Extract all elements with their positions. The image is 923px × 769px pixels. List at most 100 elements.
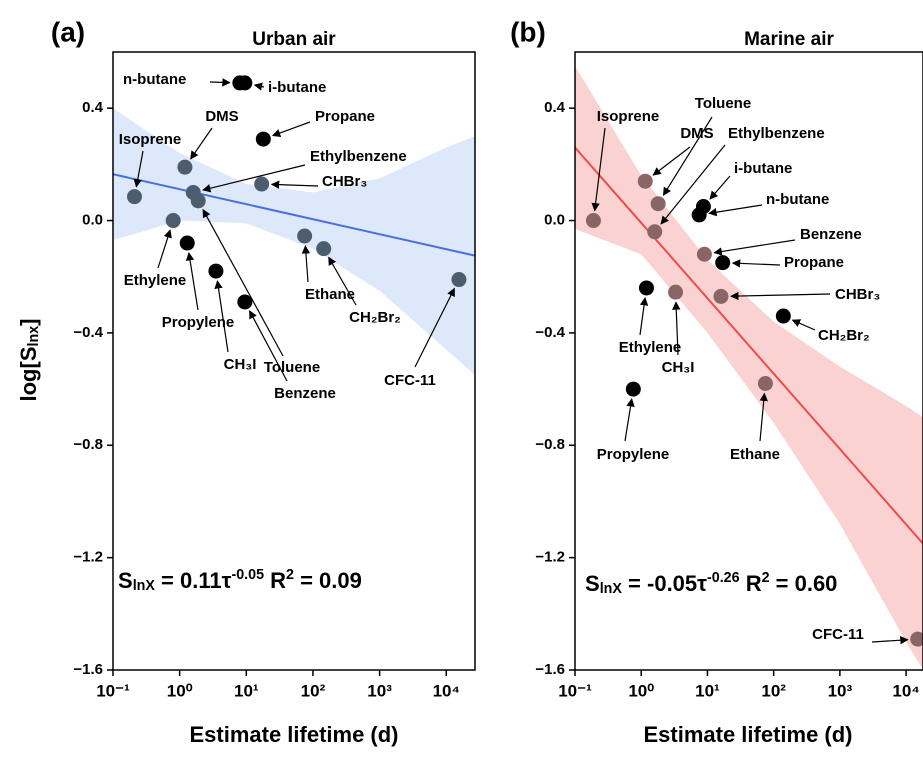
panel: 0.4 0.0 −0.4 −0.8 −1.2 −1.6 10⁻¹ 10⁰ 10¹ 10² 10³ 10… [510,16,923,747]
x-tick-label: 10⁴ [892,681,919,700]
panel-title: Urban air [252,29,336,50]
y-tick-label: −1.2 [73,549,103,566]
panel-letter: (b) [510,16,546,47]
panel: 0.4 0.0 −0.4 −0.8 −1.2 −1.6 10⁻¹ 10⁰ 10¹ 10² 10³ 10… [16,16,476,747]
point-label: Ethylbenzene [310,148,407,165]
y-tick-label: −0.8 [73,436,103,453]
arrow [253,82,265,91]
point-label: Isoprene [597,108,660,125]
point-label: i-butane [734,160,792,177]
data-point [451,272,467,288]
point-label: Benzene [274,385,336,402]
equation-part: R [264,568,286,593]
panel-title: Marine air [744,29,834,50]
point-label: Ethane [305,286,355,303]
equation-part: S [118,568,133,593]
x-tick-label: 10¹ [695,681,720,700]
data-point [237,75,253,91]
point-label: Ethylbenzene [728,125,825,142]
data-point [126,189,142,205]
data-point [650,196,666,212]
y-tick-label: −1.2 [535,549,565,566]
y-tick-label: −1.6 [535,661,565,678]
arrow [190,127,213,160]
data-point [585,213,601,229]
x-tick-label: 10⁰ [167,681,193,700]
point-label: Ethylene [124,272,187,289]
point-label: Ethylene [619,339,682,356]
equation-part: S [585,571,600,596]
point-label: Propylene [162,314,235,331]
equation-part: lnX [133,578,156,594]
point-label: CH₃I [224,356,257,373]
arrow [157,229,172,269]
arrow [713,239,796,256]
fit-line [113,173,475,257]
point-label: Propylene [597,446,670,463]
x-tick-label: 10² [301,681,326,700]
y-tick-label: −0.4 [535,324,565,341]
arrow [185,252,199,311]
data-point [637,173,653,189]
arrow [202,208,284,357]
data-point [179,235,195,251]
y-tick-label: 0.4 [544,99,566,116]
y-tick-label: 0.4 [82,99,104,116]
point-label: CHBr₃ [322,173,367,190]
equation-part: = 0.60 [770,571,838,596]
arrow [209,78,231,87]
y-axis-label: log[Slnx] [16,319,42,402]
point-label: Toluene [695,95,751,112]
x-tick-label: 10⁻¹ [96,681,130,700]
x-tick-label: 10⁰ [628,681,654,700]
data-point [691,207,707,223]
data-point [715,255,731,271]
arrow [214,280,229,353]
panel-letter: (a) [51,16,85,47]
point-label: Isoprene [119,131,182,148]
arrow [662,116,713,196]
arrow [301,245,311,283]
x-tick-label: 10² [761,681,786,700]
x-tick-label: 10³ [828,681,853,700]
arrow [730,291,831,301]
equation-part: = -0.05τ [622,571,707,596]
data-point [625,381,641,397]
arrow [709,175,731,200]
plot-area [113,75,475,376]
point-label: CH₂Br₂ [349,309,401,326]
data-point [237,294,253,310]
x-tick-label: 10⁻¹ [558,681,592,700]
data-point [638,280,654,296]
arrow [202,164,306,193]
arrow [731,259,781,268]
point-label: CH₃I [662,359,695,376]
point-label: Propane [315,108,375,125]
point-label: n-butane [766,191,829,208]
arrow [328,256,357,306]
plot-frame [112,51,476,671]
arrow [133,150,144,188]
fit-line [575,146,923,545]
data-point [757,375,773,391]
data-point [647,224,663,240]
y-tick-label: −1.6 [73,661,103,678]
confidence-band [113,108,475,376]
point-label: Ethane [730,446,780,463]
arrow [871,636,909,645]
arrow [791,319,816,331]
point-label: CHBr₃ [835,286,880,303]
point-label: Benzene [800,226,862,243]
arrow [270,180,319,189]
y-label-part: lnx [26,326,42,347]
data-point [190,193,206,209]
arrow [639,297,649,336]
y-label-part: ] [16,319,41,326]
data-point [208,263,224,279]
equation-part: -0.05 [231,567,264,583]
equation-part: -0.26 [707,570,740,586]
data-point [668,284,684,300]
arrow [248,310,288,382]
